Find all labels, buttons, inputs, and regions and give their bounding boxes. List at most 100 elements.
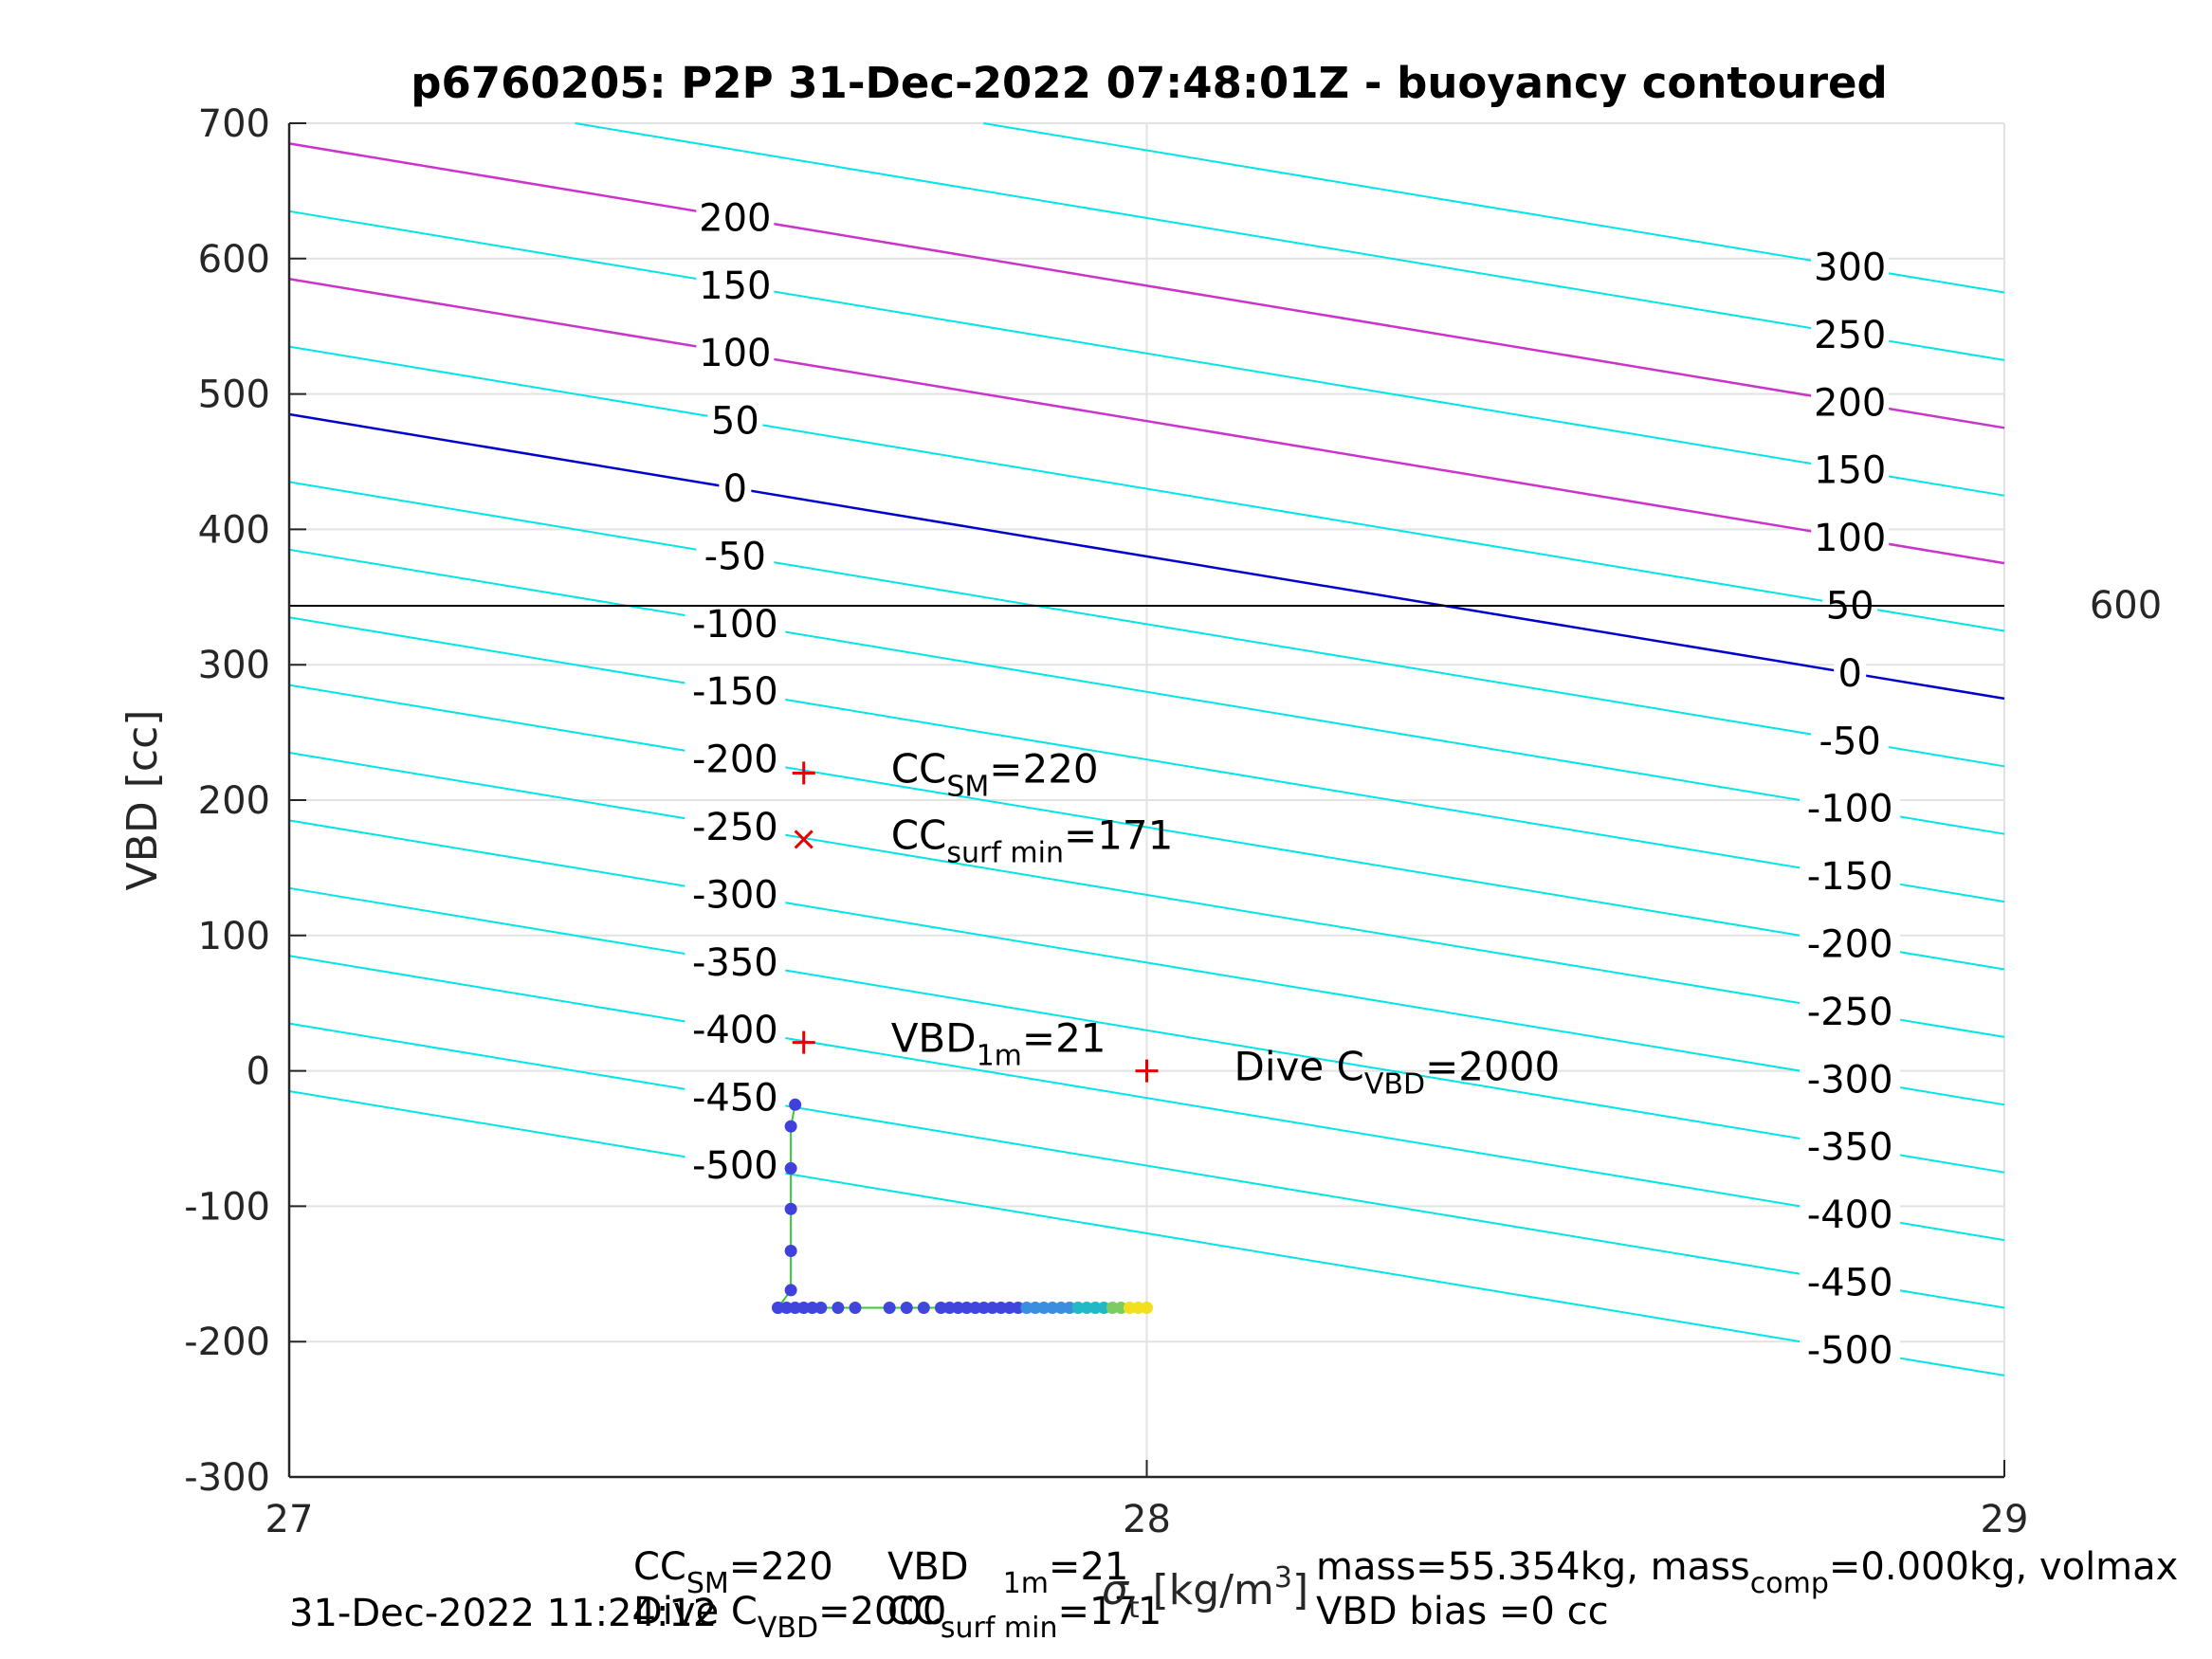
contour-label-text: -200: [692, 738, 778, 782]
profile-point: [960, 1302, 974, 1314]
contour-label-bg: [696, 533, 775, 575]
profile-point: [784, 1202, 797, 1215]
contour-label-right: 250: [1811, 311, 1890, 357]
profile-point: [784, 1120, 797, 1133]
y-tick-label: 400: [198, 508, 270, 552]
profile-point: [1020, 1302, 1033, 1314]
y-tick-label: 600: [198, 238, 270, 282]
y-tick-label: -300: [184, 1456, 270, 1500]
marker-label: VBD1m=21: [891, 1015, 1106, 1073]
profile-point: [1003, 1302, 1016, 1314]
marker-cc-sm: CCSM=220: [792, 745, 1099, 803]
y-tick-label: 100: [198, 915, 270, 958]
contour-label-text: -350: [692, 941, 778, 985]
contour-label-text: 150: [699, 264, 771, 308]
marker-label: CCSM=220: [891, 745, 1099, 803]
profile-point: [789, 1098, 802, 1111]
contour-line: [288, 616, 2005, 903]
profile-point: [952, 1302, 965, 1314]
contour-line: [288, 684, 2005, 971]
contour-label-text: -450: [692, 1077, 778, 1121]
x-tick-label: 28: [1123, 1498, 1171, 1541]
contour-label-text: -400: [1807, 1194, 1893, 1237]
contour-label-bg: [1811, 718, 1890, 760]
contour-label-bg: [1811, 311, 1890, 354]
contour-label-left: -150: [685, 668, 786, 714]
profile-point: [917, 1302, 930, 1314]
profile-point: [784, 1284, 797, 1297]
contour-label-right: 150: [1811, 447, 1890, 493]
contour-label-text: 0: [723, 467, 747, 511]
marker-dive-cvbd: Dive CVBD=2000: [1135, 1044, 1560, 1102]
dive-profile: [772, 1098, 1153, 1314]
marker-label: CCsurf min=171: [891, 811, 1174, 869]
contour-label-text: -400: [692, 1009, 778, 1052]
contour-label-bg: [685, 871, 786, 914]
profile-point: [849, 1302, 862, 1314]
contour-line: [288, 412, 2005, 701]
contour-label-bg: [685, 803, 786, 846]
profile-point: [969, 1302, 982, 1314]
contour-label-right: -350: [1800, 1123, 1901, 1170]
contour-label-bg: [1800, 1192, 1901, 1234]
y-tick-label: 300: [198, 644, 270, 687]
profile-point: [780, 1302, 794, 1314]
contour-label-left: -50: [696, 533, 775, 578]
profile-point: [1063, 1302, 1076, 1314]
contour-label-bg: [1800, 1259, 1901, 1302]
profile-point: [986, 1302, 999, 1314]
contour-label-right: -200: [1800, 921, 1901, 967]
contour-line: [288, 481, 2005, 768]
profile-point: [1141, 1302, 1153, 1314]
annotation-markers: CCSM=220 CCsurf min=171 VBD1m=21 Dive CVBD=…: [792, 745, 1560, 1102]
contour-label-text: -250: [692, 806, 778, 849]
contour-lines: [288, 122, 2005, 1376]
contour-label-bg: [1800, 1056, 1901, 1099]
contour-label-right: -100: [1800, 785, 1901, 831]
contour-label-left: 150: [696, 262, 775, 308]
contour-label-left: -400: [685, 1007, 786, 1052]
contour-label-bg: [685, 1141, 786, 1184]
contour-label-left: -100: [685, 600, 786, 647]
contour-label-bg: [1800, 1123, 1901, 1166]
footer-cc-surf-min: CCsurf min=171: [887, 1590, 1161, 1645]
contour-labels: 200 150 100 50 0 -50 -100 -150 -200 -250 -300 -350 -…: [685, 194, 1901, 1373]
contour-label-text: -50: [1819, 720, 1881, 763]
profile-point: [1037, 1302, 1051, 1314]
contour-label-left: -350: [685, 939, 786, 985]
footer-vbd-bias: VBD bias =0 cc: [1316, 1590, 1609, 1633]
y-tick-labels: -300 -200 -100 0 100 200 300 400 500 600 700: [184, 102, 306, 1500]
y-tick-label: -100: [184, 1185, 270, 1229]
contour-label-bg: [685, 736, 786, 778]
profile-point: [1029, 1302, 1042, 1314]
footer-dive-cvbd: Dive CVBD=2000: [633, 1590, 946, 1645]
contour-label-text: -200: [1807, 923, 1893, 967]
contour-label-text: -250: [1807, 991, 1893, 1034]
profile-point: [784, 1245, 797, 1258]
contour-label-right: -450: [1800, 1259, 1901, 1305]
y-axis-label: VBD [cc]: [119, 710, 167, 891]
contour-label-text: 200: [1814, 381, 1886, 425]
contour-label-bg: [707, 397, 763, 440]
marker-x-b: [794, 830, 814, 849]
contour-label-text: 100: [699, 332, 771, 375]
profile-point: [1080, 1302, 1093, 1314]
contour-label-right: -400: [1800, 1192, 1901, 1237]
y-tick-label: 700: [198, 102, 270, 146]
y-tick-label: 500: [198, 374, 270, 417]
contour-label-left: 100: [696, 330, 775, 375]
profile-point: [883, 1302, 896, 1314]
contour-line: [288, 819, 2005, 1106]
contour-line: [288, 277, 2005, 565]
contour-label-left: -450: [685, 1074, 786, 1121]
contour-label-bg: [1811, 379, 1890, 422]
profile-point: [1046, 1302, 1059, 1314]
footer-vbd-1m: VBD 1m=21: [887, 1545, 1128, 1600]
contour-line: [288, 752, 2005, 1038]
contour-label-right: -150: [1800, 853, 1901, 899]
contour-line: [288, 886, 2005, 1174]
contour-label-text: -100: [692, 603, 778, 647]
contour-label-bg: [719, 465, 752, 507]
profile-point: [1131, 1302, 1144, 1314]
contour-label-bg: [696, 330, 775, 373]
